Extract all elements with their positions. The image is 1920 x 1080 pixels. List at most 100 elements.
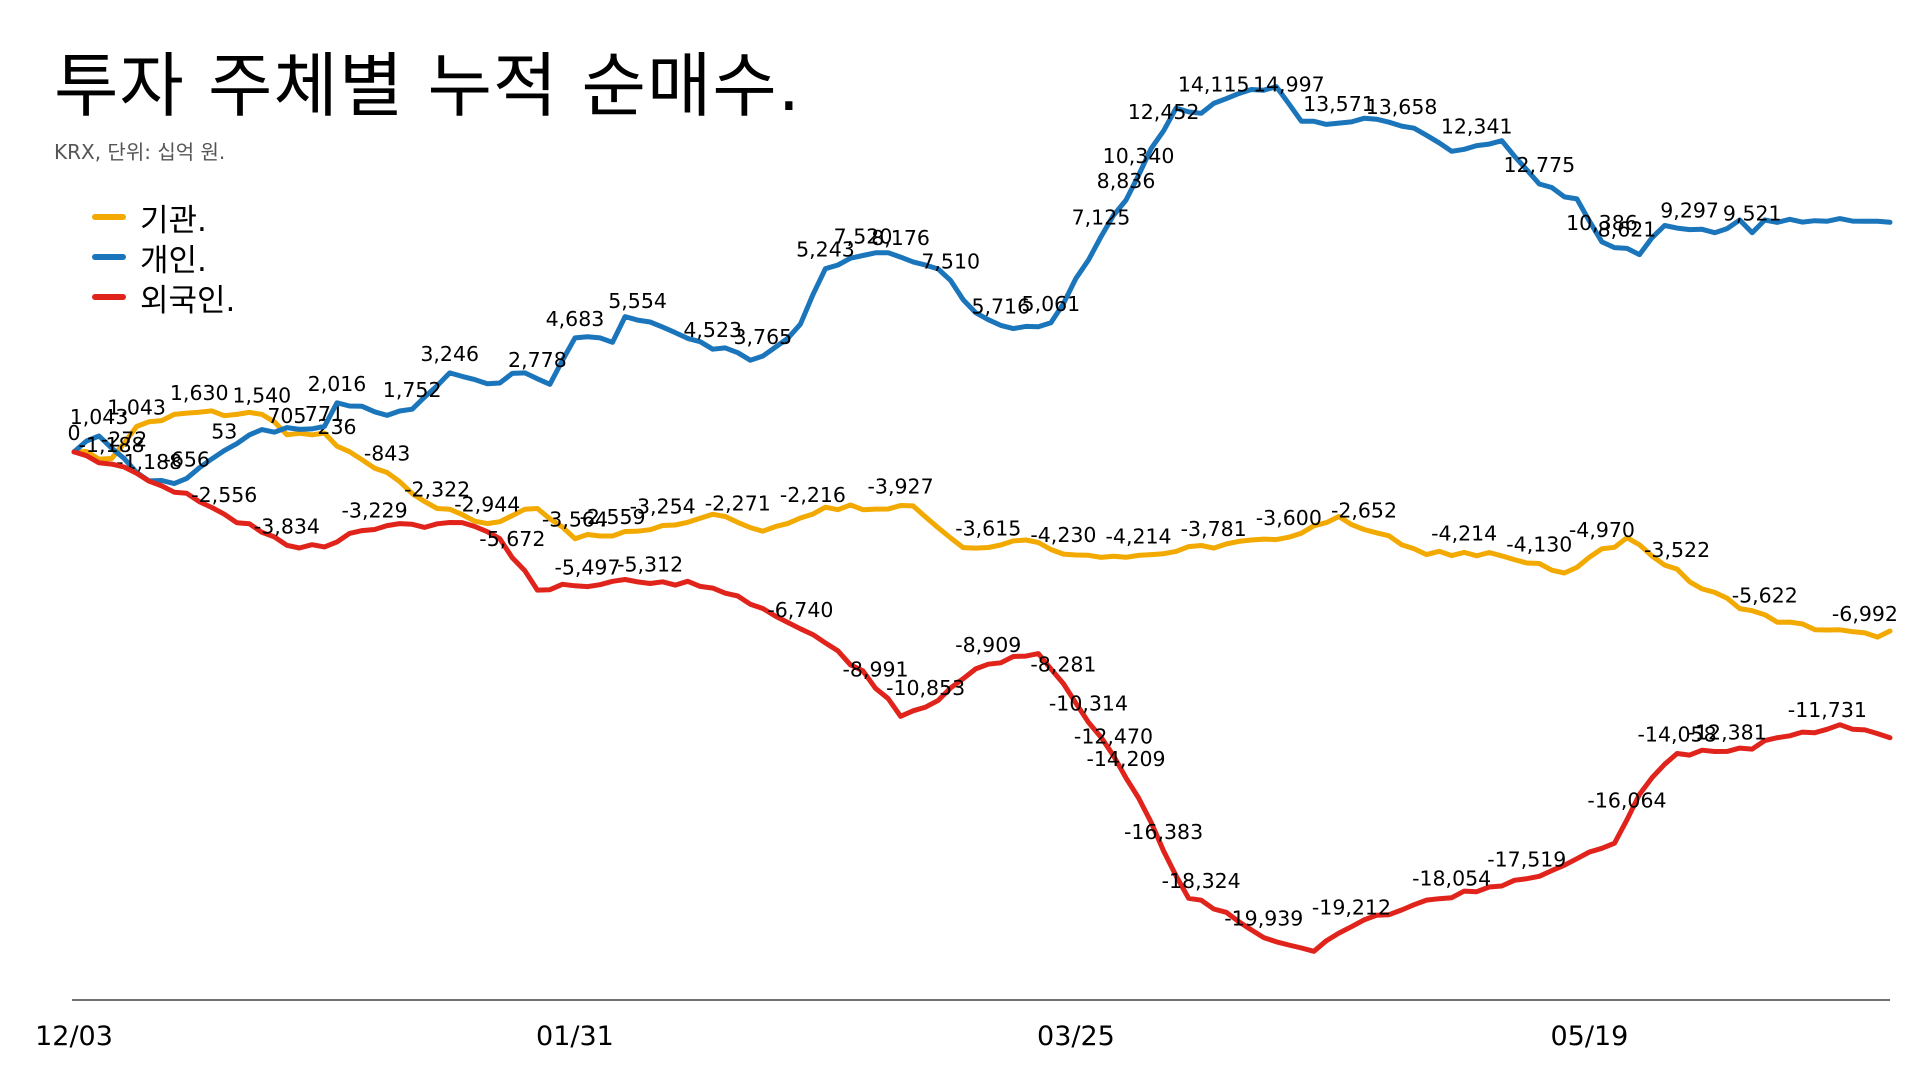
data-label: -8,909	[955, 633, 1021, 657]
data-label: -3,254	[630, 494, 696, 518]
x-tick-label: 01/31	[536, 1021, 614, 1052]
x-tick-label: 05/19	[1551, 1021, 1629, 1052]
data-label: -18,324	[1162, 869, 1241, 893]
data-label: 1,043	[107, 396, 166, 420]
data-label: -6,740	[767, 598, 833, 622]
data-label: 3,765	[733, 325, 792, 349]
data-label: 12,341	[1441, 115, 1513, 139]
data-label: -656	[163, 447, 210, 471]
data-label: -10,314	[1049, 691, 1128, 715]
data-label: 705	[267, 404, 306, 428]
legend-item-individual: 개인.	[92, 237, 235, 279]
data-label: -17,519	[1487, 848, 1566, 872]
data-label: -3,522	[1644, 538, 1710, 562]
data-label: 5,061	[1022, 292, 1081, 316]
data-label: -8,281	[1030, 653, 1096, 677]
data-label: 1,630	[170, 381, 229, 405]
data-label: -5,622	[1732, 584, 1798, 608]
data-label: -4,970	[1569, 518, 1635, 542]
x-tick-label: 03/25	[1037, 1021, 1115, 1052]
data-label: 9,521	[1723, 202, 1782, 226]
data-label: -3,781	[1181, 517, 1247, 541]
legend-item-foreign: 외국인.	[92, 277, 236, 319]
legend-swatch-individual	[92, 254, 126, 260]
data-label: -19,212	[1312, 896, 1391, 920]
legend-label-individual: 개인.	[140, 242, 207, 279]
data-label: -19,939	[1224, 907, 1303, 931]
chart-title: 투자 주체별 누적 순매수.	[54, 45, 802, 127]
data-label: 1,043	[70, 405, 129, 429]
data-label: -6,992	[1832, 602, 1898, 626]
data-label: -3,600	[1256, 506, 1322, 530]
data-label: -2,944	[454, 493, 520, 517]
data-label: 3,246	[420, 342, 479, 366]
data-label: -3,927	[868, 474, 934, 498]
data-label: 4,523	[683, 318, 742, 342]
data-label: -2,271	[705, 491, 771, 515]
data-label: -5,672	[479, 527, 545, 551]
data-label: 14,115	[1178, 72, 1250, 96]
data-label: 10,386	[1566, 211, 1638, 235]
data-label: -16,383	[1124, 820, 1203, 844]
data-label: -8,991	[842, 657, 908, 681]
data-label: -2,556	[191, 483, 257, 507]
data-label: 53	[211, 420, 237, 444]
data-label: 5,243	[796, 238, 855, 262]
data-label: 5,716	[971, 294, 1030, 318]
legend: 기관. 개인. 외국인.	[92, 197, 236, 319]
legend-label-foreign: 외국인.	[140, 282, 236, 319]
series-line-0	[71, 408, 1893, 640]
data-label: 12,775	[1503, 153, 1575, 177]
data-label: -5,497	[554, 556, 620, 580]
data-label: -5,312	[617, 552, 683, 576]
legend-swatch-institution	[92, 214, 126, 220]
data-label: 8,621	[1598, 217, 1657, 241]
series-line-1	[71, 84, 1893, 487]
data-label: -3,834	[254, 514, 320, 538]
x-tick-label: 12/03	[35, 1021, 113, 1052]
series-line-2	[71, 449, 1893, 954]
data-label: 2,778	[508, 348, 567, 372]
data-label: -18,054	[1412, 867, 1491, 891]
data-label: -4,130	[1506, 533, 1572, 557]
data-label: -14,058	[1638, 723, 1717, 747]
data-label: 1,540	[233, 383, 292, 407]
data-label: 2,016	[308, 372, 367, 396]
data-label: -4,214	[1106, 524, 1172, 548]
data-label: -3,229	[342, 499, 408, 523]
data-label: -14,209	[1086, 747, 1165, 771]
legend-label-institution: 기관.	[140, 202, 207, 239]
data-label: 12,452	[1128, 100, 1200, 124]
data-label: 13,571	[1303, 92, 1375, 116]
data-label: 4,683	[546, 307, 605, 331]
data-label: 9,297	[1660, 199, 1719, 223]
data-label: 0	[67, 421, 80, 445]
data-label: 10,340	[1103, 144, 1175, 168]
chart-subtitle: KRX, 단위: 십억 원.	[54, 140, 226, 164]
data-label: -3,615	[955, 517, 1021, 541]
data-label: -12,381	[1688, 720, 1767, 744]
data-label: 8,836	[1097, 169, 1156, 193]
data-label: 7,125	[1072, 206, 1131, 230]
data-label: -843	[364, 441, 411, 465]
data-label: 13,658	[1366, 95, 1438, 119]
data-label: -4,230	[1030, 523, 1096, 547]
data-label: -11,731	[1788, 698, 1867, 722]
data-label: -3,564	[542, 508, 608, 532]
data-label: -16,064	[1587, 789, 1666, 813]
data-label: -272	[101, 428, 148, 452]
data-label: -4,214	[1431, 521, 1497, 545]
data-label: -2,216	[780, 483, 846, 507]
data-label: 1,752	[383, 378, 442, 402]
data-label: -10,853	[886, 676, 965, 700]
data-label: -2,559	[579, 505, 645, 529]
legend-item-institution: 기관.	[92, 197, 235, 239]
data-label: -12,470	[1074, 725, 1153, 749]
data-label: -2,322	[404, 477, 470, 501]
data-label: 5,554	[608, 289, 667, 313]
data-label: -2,652	[1331, 499, 1397, 523]
data-label: -1,188	[79, 433, 145, 457]
legend-swatch-foreign	[92, 294, 126, 300]
data-label: 8,176	[871, 226, 930, 250]
